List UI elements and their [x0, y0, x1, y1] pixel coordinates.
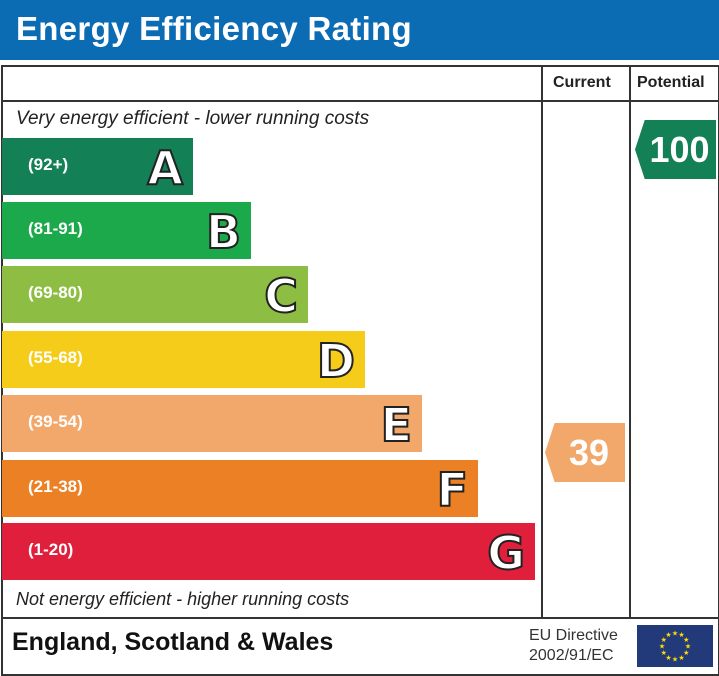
star-icon: ★ [661, 649, 667, 657]
star-icon: ★ [685, 643, 691, 651]
star-icon: ★ [672, 630, 678, 638]
directive-line-1: EU Directive [529, 627, 618, 644]
star-icon: ★ [665, 631, 671, 639]
band-d: (55-68) D [2, 331, 365, 389]
page-title: Energy Efficiency Rating [16, 10, 412, 47]
band-g: (1-20) G [2, 523, 535, 581]
current-rating-value: 39 [568, 431, 610, 473]
band-range: (39-54) [28, 412, 83, 431]
band-f: (21-38) F [2, 460, 478, 518]
region-label: England, Scotland & Wales [12, 628, 334, 656]
current-rating-arrow: 39 [545, 423, 625, 482]
star-icon: ★ [661, 636, 667, 644]
band-range: (81-91) [28, 219, 83, 238]
current-column-header: Current [553, 74, 611, 91]
column-divider [541, 65, 543, 618]
band-letter: B [205, 204, 242, 260]
band-e: (39-54) E [2, 395, 422, 453]
star-icon: ★ [672, 656, 678, 664]
band-range: (69-80) [28, 283, 83, 302]
star-icon: ★ [678, 631, 684, 639]
band-a: (92+) A [2, 138, 193, 196]
band-letter: E [380, 397, 413, 453]
column-divider [629, 65, 631, 618]
band-range: (21-38) [28, 477, 83, 496]
band-letter: A [146, 140, 184, 196]
band-letter: F [436, 462, 469, 518]
header-row-divider [1, 100, 718, 102]
top-caption: Very energy efficient - lower running co… [16, 108, 370, 129]
band-range: (92+) [28, 155, 69, 174]
star-icon: ★ [683, 636, 689, 644]
band-letter: G [486, 525, 526, 581]
star-icon: ★ [683, 649, 689, 657]
eu-flag-icon: ★★★★★★★★★ ★ ★★ [637, 625, 713, 667]
band-range: (1-20) [28, 540, 74, 559]
directive-line-2: 2002/91/EC [529, 647, 614, 664]
header-bar [0, 0, 719, 60]
star-icon: ★ [659, 643, 665, 651]
band-letter: C [263, 268, 299, 324]
footer-divider [1, 617, 718, 619]
eu-directive: EU Directive 2002/91/EC [529, 626, 618, 666]
potential-rating-value: 100 [649, 128, 710, 170]
star-icon: ★ [678, 654, 684, 662]
band-b: (81-91) B [2, 202, 251, 260]
band-letter: D [316, 333, 356, 389]
potential-column-header: Potential [637, 74, 705, 91]
band-c: (69-80) C [2, 266, 308, 324]
bottom-caption: Not energy efficient - higher running co… [16, 589, 350, 609]
potential-rating-arrow: 100 [635, 120, 716, 179]
star-icon: ★ [665, 654, 671, 662]
band-range: (55-68) [28, 348, 83, 367]
